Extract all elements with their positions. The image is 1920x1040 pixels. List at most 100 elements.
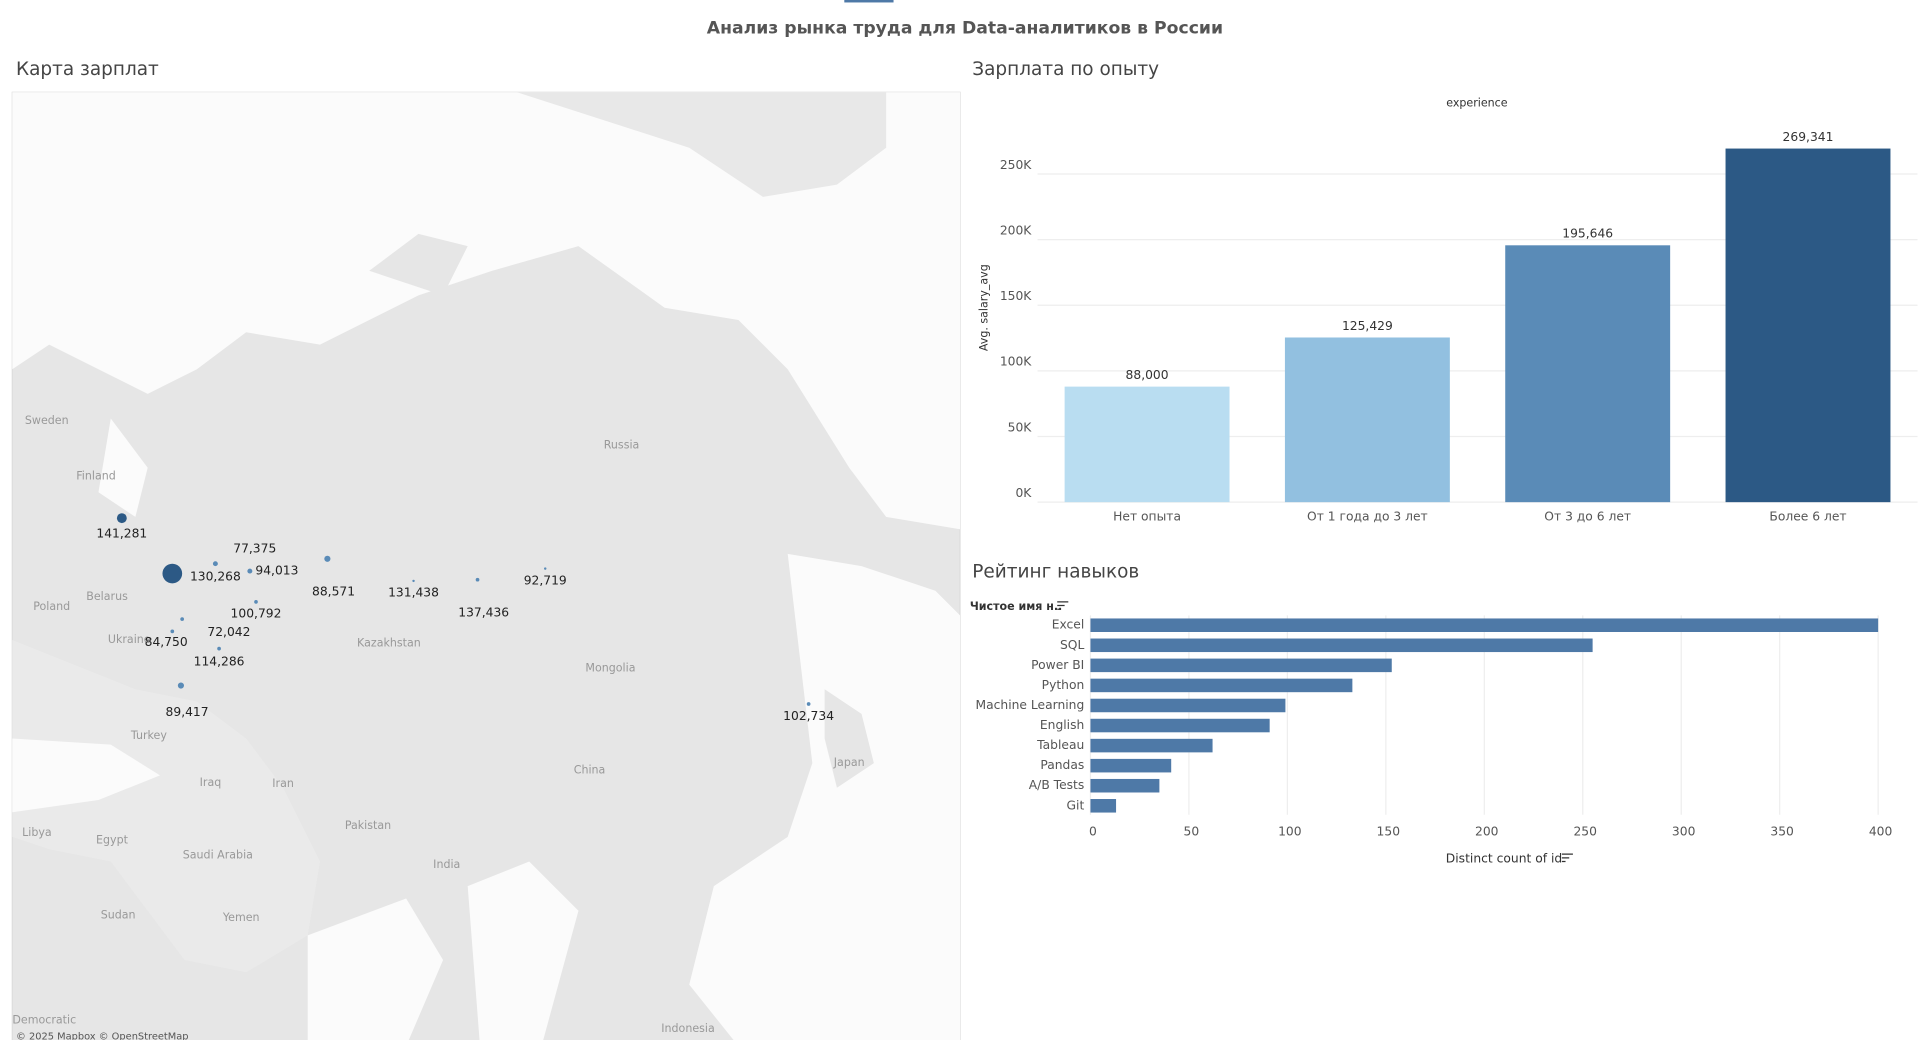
map-place-label: Yemen: [222, 911, 260, 924]
map-place-label: Sweden: [25, 414, 69, 427]
map-place-label: Ukraine: [108, 633, 151, 646]
skill-bar: [1090, 738, 1213, 753]
bar: [1284, 337, 1450, 503]
x-tick-label: 100: [1278, 825, 1301, 839]
map-place-label: Kazakhstan: [357, 637, 421, 650]
y-tick-label: 100K: [1000, 355, 1032, 369]
skill-bar: [1090, 678, 1353, 693]
bar-value-label: 88,000: [1126, 368, 1169, 382]
salary-point: [254, 600, 258, 604]
bar: [1064, 386, 1230, 503]
sort-icon: [1057, 601, 1069, 610]
y-tick-label: Git: [1067, 798, 1085, 812]
y-axis-title: Avg. salary_avg: [978, 264, 991, 351]
y-tick-label: 50K: [1008, 420, 1033, 434]
salary-label: 100,792: [231, 607, 282, 621]
map-place-label: Turkey: [130, 729, 167, 742]
salary-point: [177, 682, 184, 689]
salary-label: 89,417: [166, 705, 209, 719]
x-tick-label: 350: [1770, 825, 1793, 839]
y-tick-label: Power BI: [1031, 658, 1084, 672]
map-place-label: Russia: [604, 439, 640, 452]
salary-label: 102,734: [783, 709, 834, 723]
salary-label: 141,281: [96, 527, 147, 541]
y-tick-label: Tableau: [1036, 738, 1084, 752]
skill-bar: [1090, 618, 1879, 632]
salary-point: [544, 567, 547, 570]
map-place-label: Sudan: [101, 909, 136, 922]
map-place-label: Saudi Arabia: [183, 848, 253, 861]
bar-value-label: 125,429: [1342, 319, 1393, 333]
salary-point: [170, 629, 175, 634]
x-tick-label: Нет опыта: [1113, 509, 1181, 523]
skill-bar: [1090, 638, 1593, 653]
map-base: [11, 91, 961, 1040]
x-tick-label: 300: [1672, 825, 1695, 839]
y-tick-label: English: [1040, 718, 1084, 732]
skill-bar: [1090, 698, 1286, 713]
map-place-label: Iraq: [200, 776, 222, 789]
salary-point: [324, 555, 331, 562]
skill-bar: [1090, 758, 1172, 773]
map-title: Карта зарплат: [16, 59, 159, 80]
map-place-label: China: [574, 763, 606, 776]
salary-label: 114,286: [194, 655, 245, 669]
row-header: Чистое имя н..: [970, 600, 1062, 613]
bar-header: experience: [1446, 96, 1508, 109]
salary-label: 72,042: [207, 625, 250, 639]
x-tick-label: 400: [1869, 825, 1892, 839]
map-place-label: Japan: [833, 756, 865, 769]
skills-title: Рейтинг навыков: [972, 561, 1139, 582]
y-tick-label: 250K: [1000, 158, 1032, 172]
y-tick-label: 200K: [1000, 223, 1032, 237]
salary-point: [162, 563, 183, 584]
bar: [1725, 148, 1891, 503]
y-tick-label: 0K: [1015, 486, 1032, 500]
map-place-label: Finland: [76, 469, 116, 482]
y-tick-label: 150K: [1000, 289, 1032, 303]
salary-label: 84,750: [145, 635, 188, 649]
x-tick-label: 150: [1377, 825, 1400, 839]
salary-label: 94,013: [255, 564, 298, 578]
y-tick-label: A/B Tests: [1029, 778, 1085, 792]
x-tick-label: Более 6 лет: [1769, 509, 1846, 523]
tab-indicator: [844, 0, 894, 3]
salary-point: [806, 702, 811, 706]
salary-label: 137,436: [458, 605, 509, 619]
salary-label: 77,375: [233, 541, 276, 555]
salary-label: 88,571: [312, 584, 355, 598]
map-place-label: Pakistan: [345, 819, 391, 832]
x-tick-label: 50: [1184, 825, 1200, 839]
y-tick-label: Excel: [1052, 618, 1085, 632]
x-tick-label: От 3 до 6 лет: [1544, 509, 1631, 523]
map-place-label: Iran: [272, 777, 294, 790]
map-place-label: Belarus: [86, 590, 128, 603]
y-tick-label: SQL: [1060, 638, 1084, 652]
skill-bar: [1090, 658, 1392, 673]
map-place-label: Democratic: [12, 1013, 76, 1026]
dashboard-title: Анализ рынка труда для Data-аналитиков в…: [707, 18, 1223, 38]
x-tick-label: 250: [1573, 825, 1596, 839]
y-tick-label: Machine Learning: [976, 698, 1085, 712]
map-attribution: © 2025 Mapbox © OpenStreetMap: [16, 1031, 189, 1040]
bar: [1505, 245, 1671, 503]
map-place-label: Indonesia: [661, 1022, 715, 1035]
x-tick-label: 200: [1475, 825, 1498, 839]
salary-label: 92,719: [524, 573, 567, 587]
skill-bar: [1090, 718, 1270, 733]
salary-label: 131,438: [388, 586, 439, 600]
salary-point: [116, 513, 127, 524]
salary-point: [212, 561, 218, 567]
map-place-label: Mongolia: [585, 661, 635, 674]
bar-value-label: 269,341: [1783, 130, 1834, 144]
map-place-label: Poland: [33, 600, 70, 613]
x-tick-label: От 1 года до 3 лет: [1307, 509, 1428, 523]
bar-title: Зарплата по опыту: [972, 59, 1159, 80]
x-tick-label: 0: [1089, 825, 1097, 839]
salary-point: [217, 646, 221, 651]
skill-bar: [1090, 778, 1160, 793]
y-tick-label: Pandas: [1040, 758, 1084, 772]
x-axis-title: Distinct count of id: [1446, 852, 1562, 866]
map-place-label: Egypt: [96, 834, 129, 847]
